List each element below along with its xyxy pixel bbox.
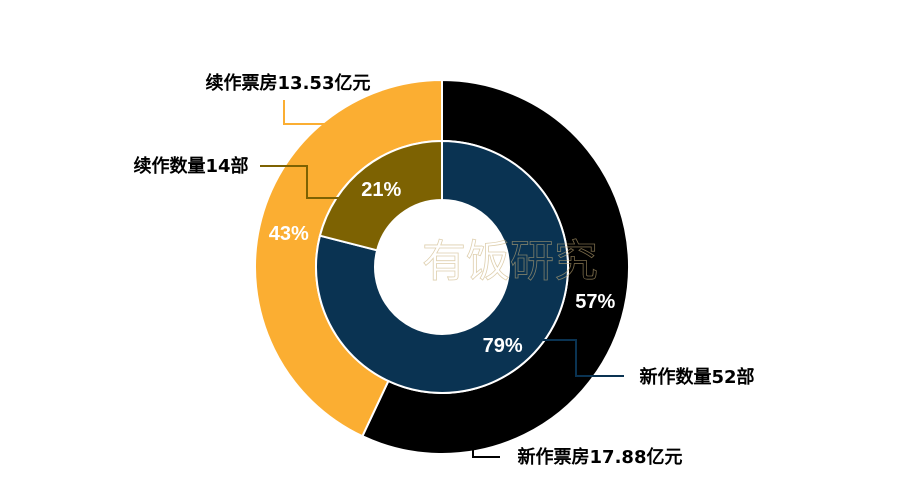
inner-percent-label-new_count: 79% <box>483 335 523 357</box>
inner-percent-label-sequel_count: 21% <box>361 179 401 201</box>
category-label-sequel_box: 续作票房13.53亿元 <box>206 72 371 94</box>
category-label-sequel_count: 续作数量14部 <box>133 155 248 177</box>
leader-line-sequel_count <box>260 165 343 199</box>
donut-hole <box>375 200 509 334</box>
category-label-new_box: 新作票房17.88亿元 <box>518 446 683 468</box>
leader-line-sequel_box <box>283 100 333 125</box>
leader-line-new_count <box>543 339 624 377</box>
leader-lines <box>260 100 624 458</box>
leader-line-new_box <box>472 430 500 458</box>
watermark: 有饭研究 <box>422 236 598 287</box>
outer-percent-label-sequel_box: 43% <box>269 223 309 245</box>
category-label-new_count: 新作数量52部 <box>639 366 754 388</box>
outer-ring: 57% 43% <box>254 78 630 455</box>
outer-percent-label-new_box: 57% <box>575 291 615 313</box>
inner-ring: 79% 21% <box>315 139 569 394</box>
